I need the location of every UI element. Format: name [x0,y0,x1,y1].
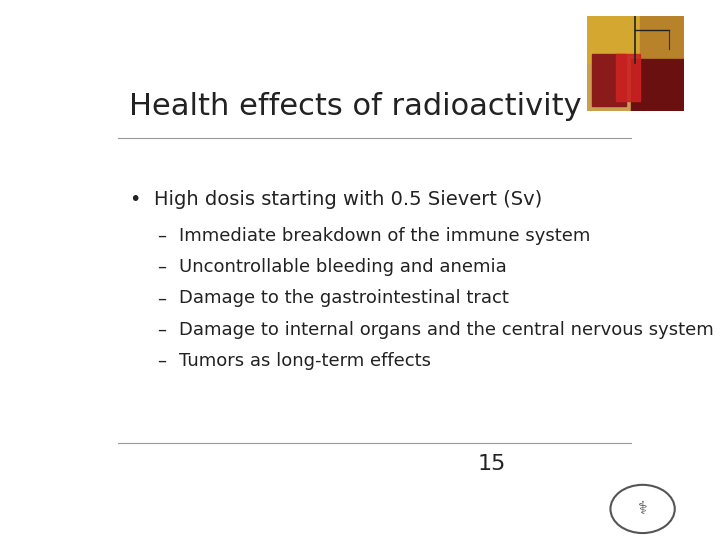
Bar [587,16,640,64]
Text: Damage to the gastrointestinal tract: Damage to the gastrointestinal tract [179,289,509,307]
Text: Health effects of radioactivity: Health effects of radioactivity [129,92,582,121]
Text: –: – [157,289,166,307]
Text: –: – [157,352,166,370]
Text: Uncontrollable bleeding and anemia: Uncontrollable bleeding and anemia [179,258,507,276]
Text: –: – [157,321,166,339]
Bar [631,59,684,111]
Text: –: – [157,258,166,276]
Text: Tumors as long-term effects: Tumors as long-term effects [179,352,431,370]
Bar [616,54,640,102]
Text: 15: 15 [477,454,506,474]
Bar [592,54,626,106]
Text: ⚕: ⚕ [638,500,647,518]
Text: –: – [157,227,166,245]
Text: High dosis starting with 0.5 Sievert (Sv): High dosis starting with 0.5 Sievert (Sv… [154,190,542,208]
Text: Damage to internal organs and the central nervous system: Damage to internal organs and the centra… [179,321,714,339]
Text: •: • [129,190,140,208]
Bar [640,16,684,64]
Text: Immediate breakdown of the immune system: Immediate breakdown of the immune system [179,227,590,245]
